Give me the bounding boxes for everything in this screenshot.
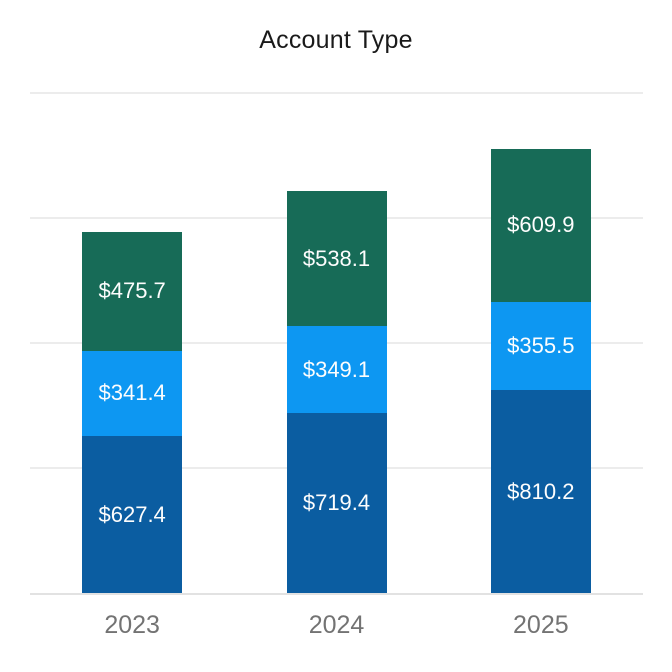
bar-value-label: $719.4 <box>302 490 371 516</box>
bar-segment-2023-0: $627.4 <box>82 436 183 593</box>
bar-segment-2023-1: $341.4 <box>82 350 183 437</box>
bar-segment-2024-1: $349.1 <box>286 325 387 414</box>
bar-segment-2023-2: $475.7 <box>82 231 183 351</box>
x-axis-label-2023: 2023 <box>104 611 160 639</box>
bar-value-label: $349.1 <box>302 356 371 382</box>
bar-value-label: $627.4 <box>98 501 166 527</box>
bar-segment-2024-2: $538.1 <box>286 191 387 326</box>
bar-value-label: $609.9 <box>507 212 575 238</box>
bar-value-label: $475.7 <box>98 278 166 304</box>
bar-segment-2025-2: $609.9 <box>490 149 591 302</box>
chart-title: Account Type <box>259 26 413 54</box>
bar-segment-2024-0: $719.4 <box>286 413 387 593</box>
x-axis-label-2025: 2025 <box>513 611 569 639</box>
bar-segment-2025-0: $810.2 <box>490 390 591 593</box>
gridline <box>30 92 643 94</box>
x-axis-label-2024: 2024 <box>308 611 365 639</box>
bar-value-label: $538.1 <box>302 245 371 271</box>
x-axis-line <box>30 593 643 595</box>
bar-segment-2025-1: $355.5 <box>490 301 591 391</box>
bar-value-label: $810.2 <box>507 478 575 504</box>
bar-value-label: $341.4 <box>98 380 166 406</box>
bar-value-label: $355.5 <box>507 333 575 358</box>
